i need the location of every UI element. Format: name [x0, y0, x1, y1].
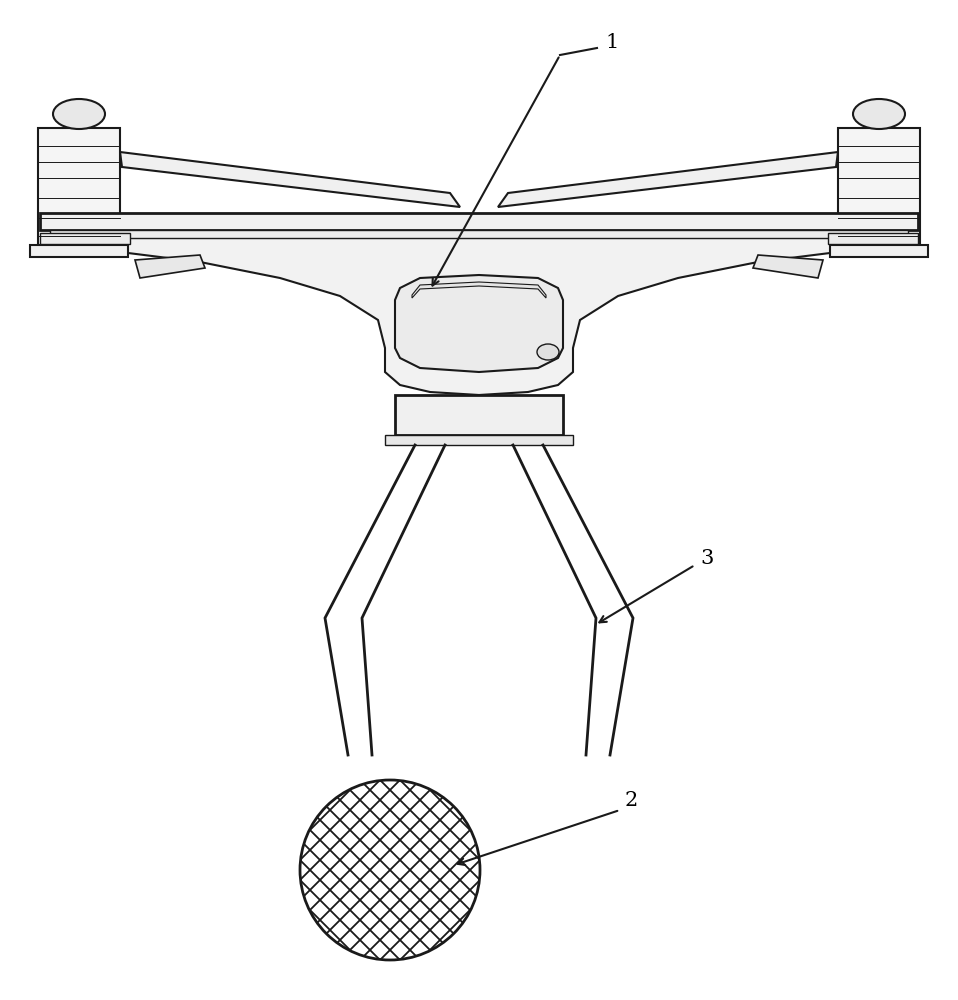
- Circle shape: [300, 780, 480, 960]
- Polygon shape: [828, 233, 918, 244]
- Polygon shape: [40, 233, 130, 244]
- Text: 3: 3: [700, 548, 714, 568]
- Text: 1: 1: [605, 32, 618, 51]
- Polygon shape: [120, 152, 460, 207]
- Polygon shape: [753, 255, 823, 278]
- Text: 2: 2: [625, 790, 638, 810]
- Ellipse shape: [853, 99, 905, 129]
- Ellipse shape: [53, 99, 105, 129]
- Ellipse shape: [537, 344, 559, 360]
- Polygon shape: [412, 282, 546, 298]
- Polygon shape: [395, 395, 563, 435]
- Polygon shape: [50, 230, 908, 238]
- Polygon shape: [498, 152, 838, 207]
- Polygon shape: [838, 128, 920, 245]
- Polygon shape: [40, 152, 120, 168]
- Polygon shape: [38, 128, 120, 245]
- Polygon shape: [830, 245, 928, 257]
- Polygon shape: [135, 255, 205, 278]
- Polygon shape: [395, 275, 563, 372]
- Polygon shape: [838, 152, 918, 168]
- Polygon shape: [385, 435, 573, 445]
- Polygon shape: [40, 213, 918, 230]
- Polygon shape: [30, 245, 128, 257]
- Polygon shape: [80, 238, 878, 395]
